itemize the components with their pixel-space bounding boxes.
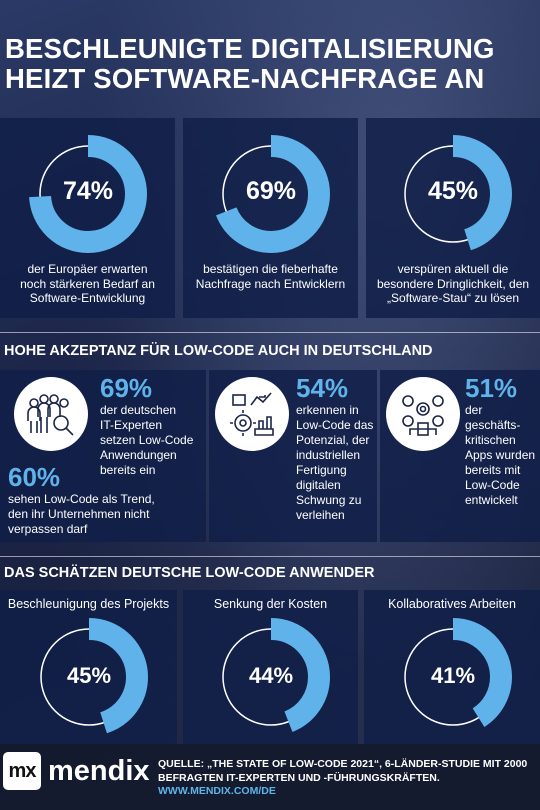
benefit-label-2: Senkung der Kosten	[213, 597, 328, 611]
donut-benefit-2: 44%	[210, 616, 332, 738]
divider-1	[0, 332, 540, 333]
donut-74-value: 74%	[62, 177, 114, 205]
acceptance-text-2: erkennen in Low-Code das Potenzial, der …	[296, 403, 374, 522]
donut-arc	[30, 618, 148, 736]
donut-arc	[212, 135, 330, 253]
donut-benefit-3: 41%	[392, 616, 514, 738]
donut-69: 69%	[210, 133, 332, 255]
factory-gear-icon	[215, 377, 289, 451]
mendix-logo-mark: mx	[3, 752, 41, 790]
divider-2	[0, 556, 540, 557]
donut-45-value: 45%	[427, 177, 479, 205]
benefit-label-3: Kollaboratives Arbeiten	[388, 597, 516, 611]
section-2-title: HOHE AKZEPTANZ FÜR LOW-CODE AUCH IN DEUT…	[4, 343, 433, 359]
benefit-panel-1	[0, 590, 177, 744]
donut-benefit-1: 45%	[28, 616, 150, 738]
donut-arc	[212, 618, 330, 736]
acceptance-pct-3: 51%	[465, 373, 518, 403]
people-search-icon	[14, 377, 88, 451]
mendix-logo-text: mendix	[48, 755, 150, 787]
business-apps-icon	[386, 377, 460, 451]
acceptance-text-3: der geschäfts- kritischen Apps wurden be…	[465, 403, 536, 507]
stat-caption-3: verspüren aktuell die besondere Dringlic…	[376, 262, 530, 305]
donut-arc	[394, 618, 512, 736]
footer	[0, 744, 540, 810]
title-line-1: BESCHLEUNIGTE DIGITALISIERUNG	[5, 33, 495, 64]
source-url[interactable]: WWW.MENDIX.COM/DE	[158, 785, 276, 797]
donut-69-value: 69%	[245, 177, 297, 205]
acceptance-text-1: der deutschen IT-Experten setzen Low-Cod…	[100, 403, 194, 477]
donut-benefit-3-value: 41%	[430, 663, 476, 688]
trend-pct: 60%	[8, 462, 61, 492]
stat-panel-2	[183, 118, 358, 318]
donut-arc	[394, 135, 512, 253]
stat-panel-1	[0, 118, 175, 318]
acceptance-pct-2: 54%	[296, 373, 349, 403]
donut-benefit-1-value: 45%	[66, 663, 112, 688]
stat-caption-1: der Europäer erwarten noch stärkeren Bed…	[20, 262, 155, 305]
section-3-title: DAS SCHÄTZEN DEUTSCHE LOW-CODE ANWENDER	[4, 565, 375, 581]
source-note: QUELLE: „THE STATE OF LOW-CODE 2021“, 6-…	[158, 758, 528, 797]
trend-text: sehen Low-Code als Trend, den ihr Untern…	[8, 492, 155, 536]
acceptance-pct-1: 69%	[100, 373, 153, 403]
donut-45: 45%	[392, 133, 514, 255]
stat-caption-2: bestätigen die fieberhafte Nachfrage nac…	[195, 262, 346, 291]
page-title: BESCHLEUNIGTE DIGITALISIERUNG HEIZT SOFT…	[5, 34, 535, 94]
donut-benefit-2-value: 44%	[248, 663, 294, 688]
title-line-2: HEIZT SOFTWARE-NACHFRAGE AN	[5, 63, 485, 94]
benefit-label-1: Beschleunigung des Projekts	[7, 597, 170, 611]
donut-arc	[29, 135, 147, 253]
donut-74: 74%	[27, 133, 149, 255]
